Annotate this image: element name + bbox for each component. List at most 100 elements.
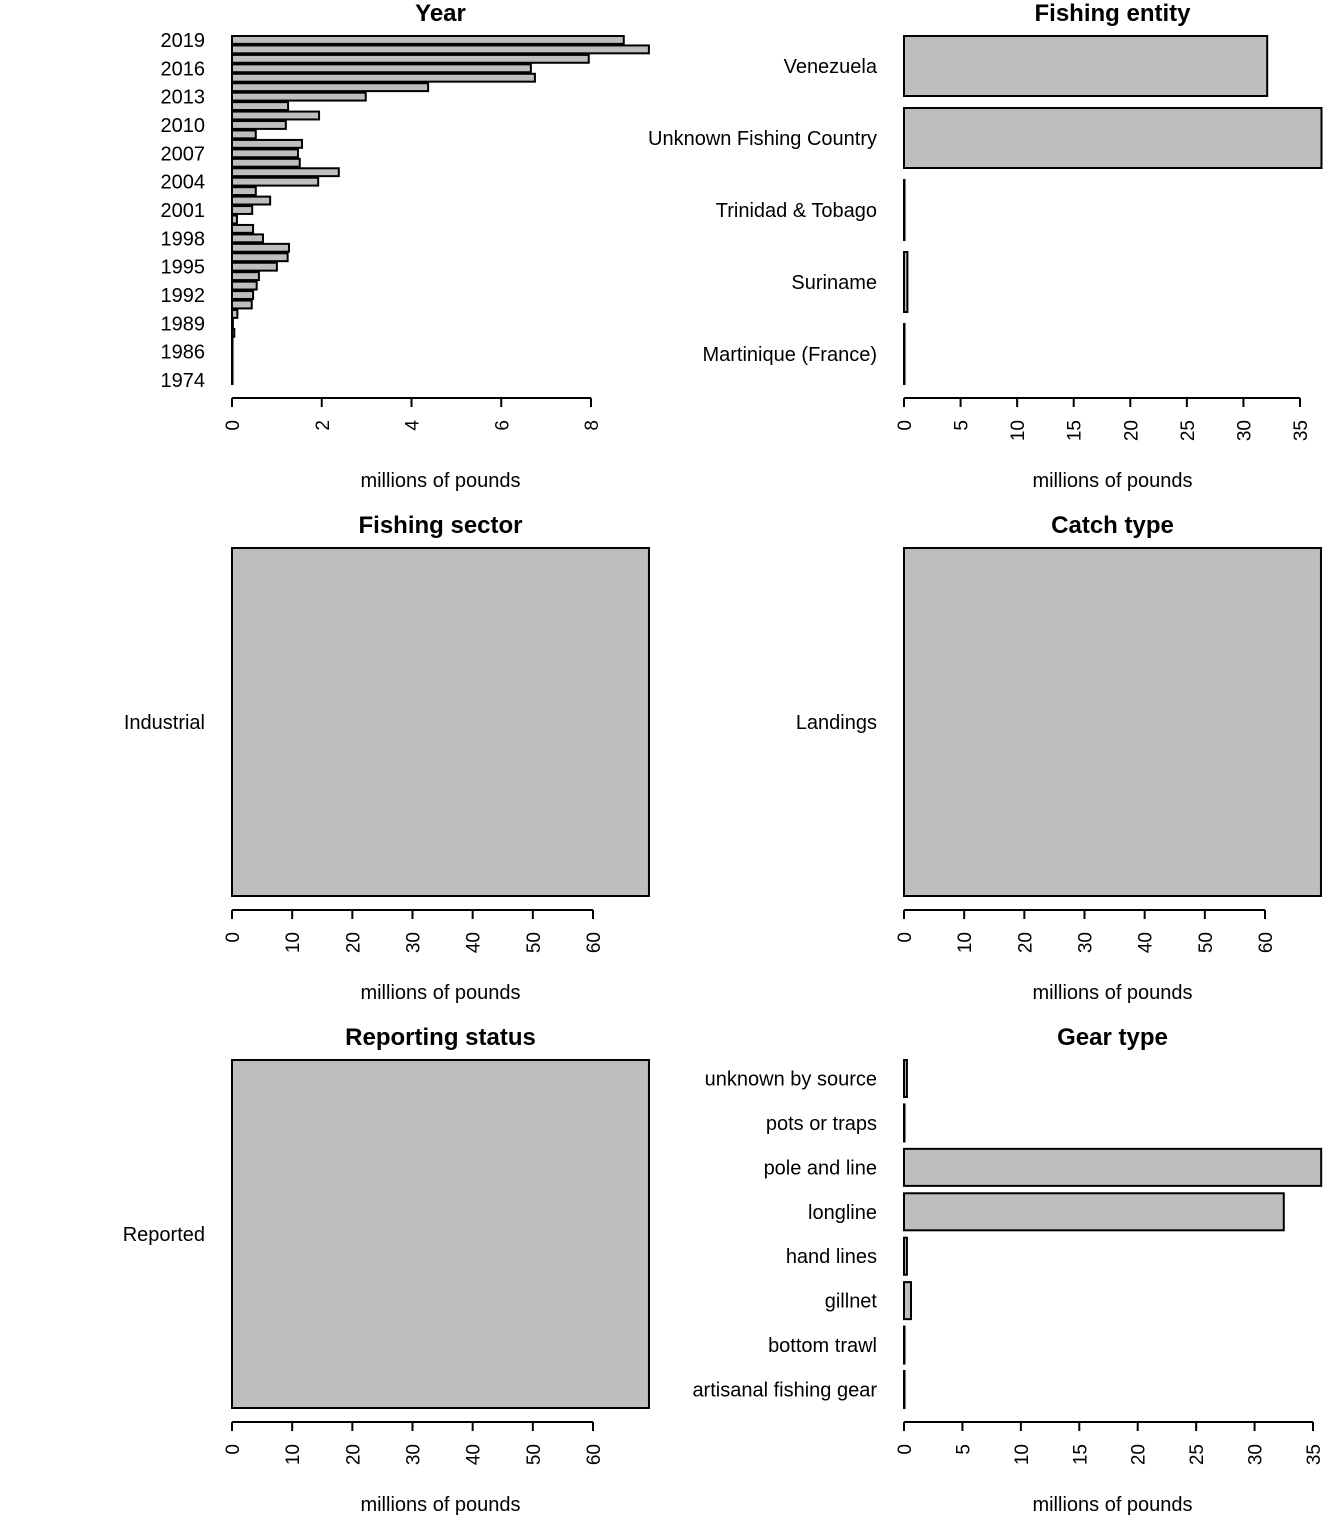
bar-entity-4 [903,323,906,385]
x-tick-label: 25 [1178,420,1199,441]
category-label: pots or traps [766,1113,877,1135]
x-tick-label: 5 [952,420,973,431]
x-tick-label: 2 [313,420,334,431]
x-tick-label: 50 [524,1444,545,1465]
x-tick-label: 20 [343,1444,364,1465]
x-axis-label: millions of pounds [1032,1494,1192,1516]
x-tick-label: 8 [582,420,603,431]
bar-year-28 [231,299,253,310]
category-label: 2016 [161,58,206,80]
x-tick-label: 0 [223,420,244,431]
x-tick-label: 35 [1304,1444,1325,1465]
x-tick-label: 0 [223,932,244,943]
x-tick-label: 50 [1196,932,1217,953]
x-tick-label: 6 [492,420,513,431]
bar-year-1 [231,44,650,55]
bar-year-30 [231,318,234,329]
x-tick-label: 0 [895,932,916,943]
bar-year-36 [231,375,234,386]
bar-gear-6 [903,1325,906,1365]
bar-year-8 [231,110,321,121]
bar-gear-0 [903,1059,908,1099]
chart-panel-reporting: Reporting status Reported 0 10 20 30 40 50 60 mil… [123,1024,650,1516]
category-label: Venezuela [784,56,878,78]
bar-year-18 [231,205,254,215]
x-tick-label: 30 [1076,932,1097,953]
category-label: 1992 [161,285,206,307]
bar-gear-7 [903,1369,906,1410]
x-tick-label: 40 [464,1444,485,1465]
bar-entity-3 [903,251,909,313]
bar-gear-3 [903,1192,1285,1232]
category-label: Landings [796,712,877,734]
x-tick-label: 4 [403,420,424,431]
x-tick-label: 60 [584,932,605,953]
chart-panel-year: Year 2019 2016 2013 2010 2007 2004 2001 1998 1995… [161,0,650,492]
x-tick-label: 10 [955,932,976,953]
bar-year-33 [231,346,234,357]
chart-panel-entity: Fishing entity Venezuela Unknown Fishing C… [648,0,1323,492]
x-tick-label: 15 [1070,1444,1091,1465]
x-tick-label: 10 [283,932,304,953]
bar-catch-0 [903,547,1322,897]
bar-year-15 [231,176,320,187]
category-label: 2001 [161,200,206,222]
bar-year-35 [231,365,234,376]
chart-title: Gear type [1057,1024,1168,1051]
bar-sector-0 [231,547,650,897]
category-label: bottom trawl [768,1335,877,1357]
bar-year-22 [231,242,290,253]
bar-year-32 [231,337,234,348]
x-tick-label: 60 [584,1444,605,1465]
bar-gear-4 [903,1236,908,1276]
x-tick-label: 10 [1012,1444,1033,1465]
x-tick-label: 20 [1015,932,1036,953]
x-axis-label: millions of pounds [360,1494,520,1516]
chart-panel-gear: Gear type unknown by source pots or traps p… [692,1024,1325,1516]
x-tick-label: 30 [404,932,425,953]
x-tick-label: 10 [1008,420,1029,441]
x-tick-label: 35 [1291,420,1312,441]
bar-year-3 [231,63,532,74]
x-tick-label: 40 [464,932,485,953]
category-label: Trinidad & Tobago [716,200,877,222]
x-tick-label: 10 [283,1444,304,1465]
bar-year-6 [231,91,367,102]
bar-entity-1 [903,107,1323,169]
bar-year-20 [231,223,255,234]
chart-title: Catch type [1051,512,1174,539]
category-label: longline [808,1202,877,1224]
category-label: Suriname [791,272,877,294]
category-label: Unknown Fishing Country [648,128,877,150]
bar-year-13 [231,157,301,168]
bar-year-5 [231,82,430,93]
category-label: 1974 [161,370,206,392]
category-label: 2019 [161,30,206,52]
x-axis-label: millions of pounds [360,982,520,1004]
x-tick-label: 5 [953,1444,974,1455]
bar-year-19 [231,214,238,225]
category-label: Reported [123,1224,205,1246]
bar-gear-1 [903,1103,906,1143]
category-label: 1998 [161,228,206,250]
category-label: unknown by source [705,1069,877,1091]
category-label: 1989 [161,313,206,335]
x-tick-label: 0 [223,1444,244,1455]
bar-reporting-0 [231,1059,650,1409]
bar-entity-0 [903,35,1269,97]
category-label: 2013 [161,87,206,109]
bar-gear-5 [903,1281,913,1321]
x-tick-label: 30 [1246,1444,1267,1465]
x-axis-label: millions of pounds [1032,982,1192,1004]
x-tick-label: 30 [1234,420,1255,441]
bar-year-27 [231,290,255,300]
bar-year-24 [231,261,278,272]
category-label: 1995 [161,257,206,279]
bar-year-17 [231,195,272,206]
category-label: 2004 [161,172,206,194]
bar-year-7 [231,101,290,112]
chart-title: Reporting status [345,1024,536,1051]
x-tick-label: 40 [1136,932,1157,953]
x-tick-label: 25 [1187,1444,1208,1465]
x-tick-label: 20 [1129,1444,1150,1465]
